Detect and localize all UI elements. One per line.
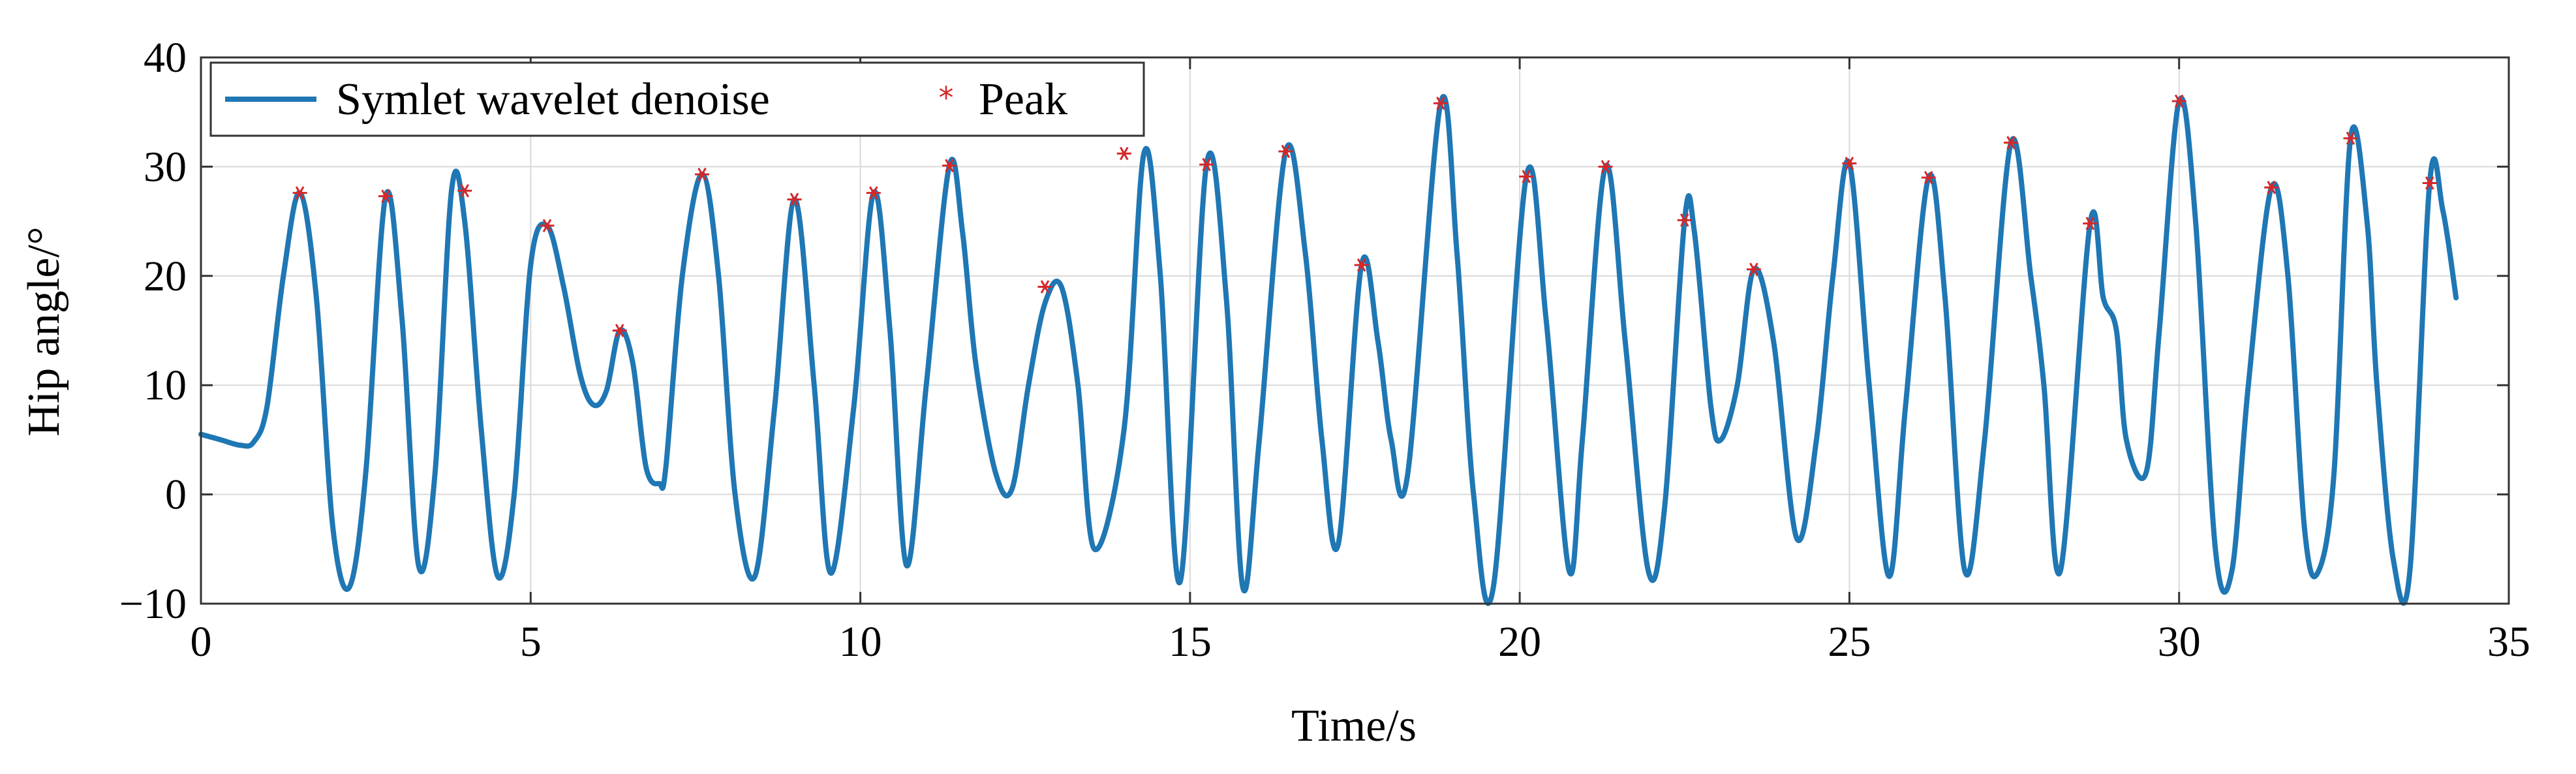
- peak-marker: [942, 159, 957, 172]
- legend-entry-line: Symlet wavelet denoise: [336, 74, 770, 125]
- peak-marker: [1677, 213, 1692, 227]
- peak-marker-stroke: [790, 193, 799, 206]
- peak-marker: [2004, 136, 2018, 149]
- y-tick-label: 40: [144, 34, 187, 82]
- peak-marker-stroke: [1924, 170, 1933, 185]
- x-axis-label: Time/s: [1291, 701, 1417, 751]
- peak-marker: [1921, 170, 1936, 185]
- y-tick-label: 0: [165, 471, 187, 519]
- peak-marker: [1598, 160, 1613, 174]
- peak-marker-stroke: [2267, 180, 2276, 194]
- peak-marker-stroke: [2174, 94, 2184, 108]
- peak-marker-stroke: [295, 186, 305, 200]
- peak-marker: [1116, 147, 1131, 161]
- peak-marker: [2171, 94, 2186, 108]
- series-layer: [198, 94, 2459, 606]
- peak-marker: [1519, 170, 1534, 183]
- y-axis-label: Hip angle/°: [19, 226, 69, 437]
- peak-marker: [1842, 157, 1857, 170]
- peak-marker-stroke: [1436, 97, 1445, 110]
- peak-marker: [866, 186, 881, 200]
- peak-marker: [540, 219, 555, 233]
- peak-marker-stroke: [2085, 217, 2095, 230]
- peak-marker: [378, 189, 393, 203]
- peak-marker-stroke: [1601, 160, 1610, 174]
- x-tick-label: 35: [2487, 618, 2530, 666]
- legend-peak-marker: *: [939, 80, 954, 116]
- legend-entry-peak: Peak: [979, 74, 1067, 125]
- legend-box: [209, 61, 1145, 137]
- peak-marker-stroke: [1281, 144, 1291, 159]
- peak-marker-stroke: [698, 167, 707, 181]
- x-tick-label: 15: [1169, 618, 1212, 666]
- peak-marker: [2343, 131, 2358, 146]
- peak-marker: [457, 183, 472, 198]
- series-line-symlet-denoise: [198, 94, 2459, 606]
- plot-frame: [200, 56, 2510, 605]
- peak-marker: [1037, 280, 1052, 294]
- peak-marker: [2264, 180, 2279, 194]
- x-tick-label: 20: [1498, 618, 1541, 666]
- peak-marker-stroke: [1680, 213, 1689, 227]
- x-tick-label: 5: [520, 618, 542, 666]
- peak-marker: [2422, 176, 2437, 190]
- peak-marker: [1354, 258, 1369, 272]
- y-tick-label: 30: [144, 143, 187, 191]
- x-tick-label: 25: [1828, 618, 1871, 666]
- grid: [201, 57, 2509, 604]
- legend: Symlet wavelet denoise * Peak: [209, 61, 1145, 137]
- peak-marker-stroke: [1357, 258, 1366, 272]
- y-tick-label: 20: [144, 253, 187, 300]
- peak-marker-stroke: [1845, 157, 1854, 170]
- peak-marker: [612, 324, 627, 337]
- y-tick-label: 10: [144, 362, 187, 409]
- peak-marker-stroke: [2346, 131, 2355, 146]
- y-tick-label: −10: [119, 580, 187, 628]
- peak-marker-stroke: [2006, 136, 2016, 149]
- peak-marker: [695, 167, 709, 181]
- peak-marker: [1746, 262, 1761, 277]
- peak-marker: [787, 193, 802, 206]
- peak-marker-stroke: [869, 186, 878, 200]
- peak-marker-stroke: [460, 183, 469, 198]
- peak-marker-stroke: [1040, 280, 1050, 294]
- peak-marker-stroke: [1120, 147, 1129, 161]
- peak-marker: [1278, 144, 1293, 159]
- peak-marker-stroke: [2425, 176, 2434, 190]
- x-tick-label: 30: [2158, 618, 2201, 666]
- peak-marker: [1199, 157, 1214, 172]
- peak-marker-stroke: [1749, 262, 1758, 277]
- peak-marker-stroke: [1202, 157, 1211, 172]
- x-tick-label: 10: [839, 618, 882, 666]
- peak-marker-stroke: [615, 324, 624, 337]
- peak-marker-stroke: [1522, 170, 1531, 183]
- peak-marker-stroke: [381, 189, 390, 203]
- peak-marker-stroke: [945, 159, 954, 172]
- peak-marker-stroke: [542, 219, 552, 233]
- x-tick-label: 0: [191, 618, 212, 666]
- peak-marker: [292, 186, 307, 200]
- peak-marker: [1433, 97, 1448, 110]
- peak-marker: [2083, 217, 2098, 230]
